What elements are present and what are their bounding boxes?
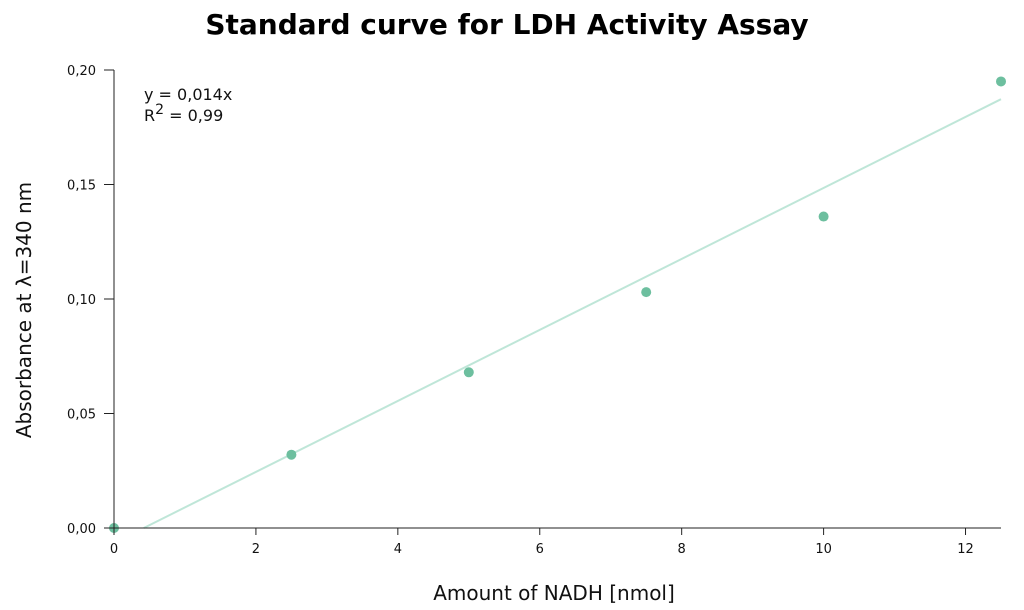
plot-area xyxy=(109,76,1006,533)
r-squared-text: R2 = 0,99 xyxy=(144,102,223,125)
data-point xyxy=(286,449,297,460)
x-tick-label: 4 xyxy=(394,542,402,557)
y-tick-label: 0,00 xyxy=(67,522,96,537)
data-point xyxy=(996,76,1006,87)
r-squared-value: = 0,99 xyxy=(164,106,223,125)
chart-title: Standard curve for LDH Activity Assay xyxy=(205,8,809,41)
r-squared-exponent: 2 xyxy=(155,102,164,118)
x-tick-label: 12 xyxy=(957,542,974,557)
r-squared-prefix: R xyxy=(144,106,155,125)
y-tick-label: 0,20 xyxy=(67,64,96,79)
y-axis-label: Absorbance at λ=340 nm xyxy=(12,182,36,438)
regression-annotation: y = 0,014x R2 = 0,99 xyxy=(144,85,232,125)
x-tick-label: 10 xyxy=(815,542,832,557)
equation-text: y = 0,014x xyxy=(144,85,232,104)
x-tick-label: 8 xyxy=(678,542,686,557)
trendline xyxy=(143,98,1002,529)
x-tick-label: 0 xyxy=(110,542,118,557)
x-tick-label: 6 xyxy=(536,542,544,557)
data-point xyxy=(463,367,474,378)
y-tick-label: 0,05 xyxy=(67,408,96,423)
axis-ticks: 0 2 4 6 8 10 12 0,00 0,05 0,10 0,15 0,20 xyxy=(67,64,974,557)
x-axis-label: Amount of NADH [nmol] xyxy=(433,581,675,605)
y-tick-label: 0,15 xyxy=(67,179,96,194)
y-tick-label: 0,10 xyxy=(67,293,96,308)
axes xyxy=(104,70,1001,529)
data-point xyxy=(818,211,829,222)
data-point xyxy=(641,287,652,298)
x-tick-label: 2 xyxy=(252,542,260,557)
